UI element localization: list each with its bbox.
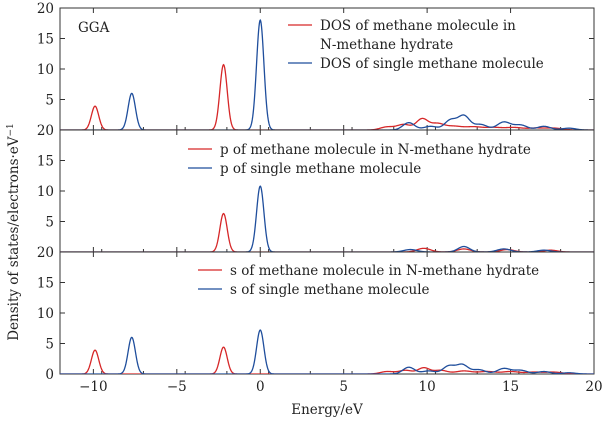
y-tick-label: 20	[37, 245, 54, 261]
panel-bottom: −10 −5 0 5 10 15 20 0 5 10 15 s of methane molecule…	[37, 251, 602, 395]
y-tick-label: 20	[37, 123, 54, 139]
legend-label: s of methane molecule in N-methane hydra…	[230, 263, 539, 279]
x-tick-label: 20	[585, 379, 602, 395]
y-tick-label: 10	[37, 184, 54, 200]
x-tick-label: −5	[167, 379, 187, 395]
y-tick-label: 10	[37, 62, 54, 78]
series-line-red	[60, 63, 594, 130]
legend-middle: p of methane molecule in N-methane hydra…	[188, 142, 531, 177]
legend-label: p of methane molecule in N-methane hydra…	[220, 142, 531, 158]
x-tick-label: 5	[339, 379, 348, 395]
panel-top: 20 5 10 15 20 GGA DOS of methane molecule in N-…	[37, 1, 595, 139]
y-axis-title-main: Density of states/electrons·eV	[6, 136, 22, 341]
legend-label: DOS of single methane molecule	[320, 56, 544, 72]
legend-bottom: s of methane molecule in N-methane hydra…	[198, 263, 539, 298]
series-line-red	[60, 346, 594, 374]
y-tick-label: 5	[45, 93, 54, 109]
series-line-blue	[60, 18, 594, 130]
legend-label: N-methane hydrate	[320, 37, 453, 53]
series-line-blue	[60, 185, 594, 252]
legend-label: p of single methane molecule	[220, 161, 421, 177]
y-axis-title: Density of states/electrons·eV−1	[6, 123, 22, 341]
panel-middle: 20 5 10 15 p of methane molecule in N-methan…	[37, 129, 595, 261]
y-tick-label: 0	[45, 367, 54, 383]
y-tick-label: 5	[45, 215, 54, 231]
x-tick-label: −10	[79, 379, 108, 395]
panels-group: 20 5 10 15 20 GGA DOS of methane molecule in N-…	[37, 1, 602, 395]
x-axis-title: Energy/eV	[291, 402, 363, 418]
y-tick-label: 15	[37, 154, 54, 170]
y-tick-label: 5	[45, 337, 54, 353]
y-tick-label: 10	[37, 306, 54, 322]
x-tick-label: 0	[256, 379, 265, 395]
legend-top: DOS of methane molecule in N-methane hydr…	[288, 18, 544, 72]
series-line-red	[60, 212, 594, 252]
y-tick-label: 15	[37, 32, 54, 48]
series-line-blue	[60, 329, 594, 374]
y-tick-label: 20	[37, 1, 54, 17]
panel-annotation-gga: GGA	[78, 20, 110, 36]
legend-label: DOS of methane molecule in	[320, 18, 516, 34]
y-tick-label: 15	[37, 276, 54, 292]
x-tick-label: 15	[502, 379, 519, 395]
x-tick-label: 10	[419, 379, 436, 395]
legend-label: s of single methane molecule	[230, 282, 430, 298]
y-axis-title-superscript: −1	[6, 123, 16, 136]
